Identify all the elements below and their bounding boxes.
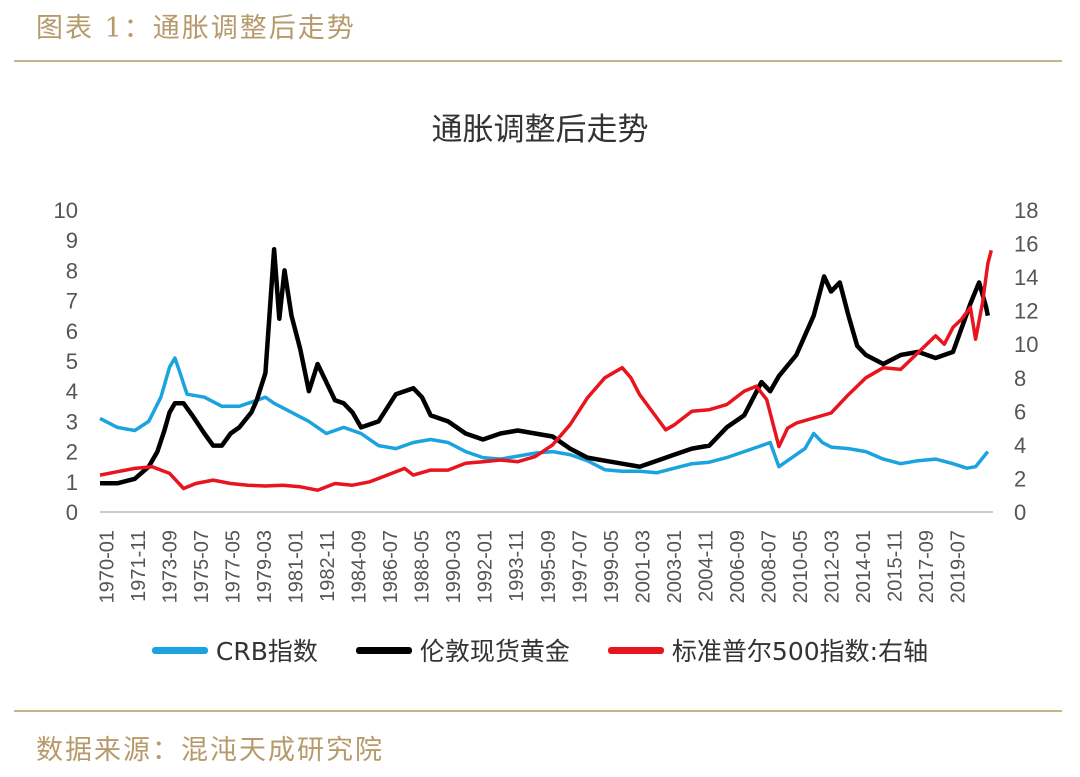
right-tick-label: 16: [1014, 232, 1038, 257]
bottom-divider: [14, 710, 1062, 712]
x-tick-label: 1988-05: [412, 530, 434, 603]
legend-swatch-sp500: [607, 646, 664, 654]
x-tick-label: 1981-01: [285, 530, 307, 603]
x-tick-label: 2004-11: [695, 530, 717, 602]
left-tick-label: 3: [66, 409, 78, 434]
x-tick-label: 1971-11: [128, 530, 150, 602]
x-tick-label: 1995-09: [538, 530, 560, 603]
x-tick-label: 2003-01: [664, 530, 686, 603]
right-tick-label: 18: [1014, 198, 1038, 223]
x-tick-label: 2017-09: [916, 530, 938, 603]
source-note: 数据来源：混沌天成研究院: [36, 735, 384, 766]
left-axis-ticks: 0 1 2 3 4 5 6 7 8 9 10: [54, 198, 78, 525]
x-tick-label: 1973-09: [159, 530, 181, 603]
x-tick-label: 2012-03: [822, 530, 844, 603]
x-tick-label: 1970-01: [96, 530, 118, 603]
left-tick-label: 9: [66, 228, 78, 253]
left-tick-label: 1: [66, 470, 78, 495]
x-tick-label: 1977-05: [222, 530, 244, 603]
legend-item-gold: 伦敦现货黄金: [355, 632, 570, 668]
right-tick-label: 0: [1014, 500, 1026, 525]
top-divider: [14, 60, 1062, 62]
right-axis-ticks: 0 2 4 6 8 10 12 14 16 18: [1014, 198, 1038, 525]
legend-label-sp500: 标准普尔500指数:右轴: [671, 637, 929, 666]
x-tick-label: 1982-11: [317, 530, 339, 602]
left-tick-label: 2: [66, 440, 78, 465]
legend-label-crb: CRB指数: [215, 637, 318, 666]
x-tick-label: 2019-07: [948, 530, 970, 603]
x-tick-label: 1999-05: [601, 530, 623, 603]
x-tick-label: 2001-03: [632, 530, 654, 603]
legend-label-gold: 伦敦现货黄金: [419, 637, 570, 666]
right-tick-label: 4: [1014, 433, 1026, 458]
right-tick-label: 8: [1014, 366, 1026, 391]
left-tick-label: 0: [66, 500, 78, 525]
series-lines: [99, 247, 993, 492]
x-tick-label: 1992-01: [475, 530, 497, 603]
x-tick-label: 1979-03: [254, 530, 276, 603]
x-tick-label: 2014-01: [853, 530, 875, 603]
x-tick-label: 2008-07: [759, 530, 781, 603]
x-tick-label: 2006-09: [727, 530, 749, 603]
series-line-0: [99, 356, 990, 475]
left-tick-label: 6: [66, 319, 78, 344]
x-tick-label: 1975-07: [191, 530, 213, 603]
legend-swatch-gold: [355, 646, 412, 654]
x-tick-label: 2010-05: [790, 530, 812, 603]
right-tick-label: 2: [1014, 466, 1026, 491]
legend: CRB指数 伦敦现货黄金 标准普尔500指数:右轴: [0, 632, 1080, 668]
legend-item-sp500: 标准普尔500指数:右轴: [607, 632, 929, 668]
right-tick-label: 6: [1014, 399, 1026, 424]
right-tick-label: 10: [1014, 332, 1038, 357]
series-line-1: [100, 247, 991, 486]
x-tick-label: 1986-07: [380, 530, 402, 603]
x-tick-label: 1997-07: [569, 530, 591, 603]
legend-item-crb: CRB指数: [151, 632, 318, 668]
legend-swatch-crb: [151, 646, 208, 654]
x-tick-label: 1984-09: [349, 530, 371, 603]
figure-title: 图表 1：通胀调整后走势: [36, 13, 356, 44]
left-tick-label: 4: [66, 379, 78, 404]
x-tick-label: 2015-11: [885, 530, 907, 602]
chart-title: 通胀调整后走势: [432, 112, 649, 148]
right-tick-label: 12: [1014, 299, 1038, 324]
series-line-2: [99, 249, 993, 492]
x-tick-label: 1993-11: [506, 530, 528, 602]
left-tick-label: 8: [66, 258, 78, 283]
left-tick-label: 5: [66, 349, 78, 374]
left-tick-label: 10: [54, 198, 78, 223]
x-axis-ticks: 1970-01 1971-11 1973-09 1975-07 1977-05 1979-…: [96, 530, 969, 603]
right-tick-label: 14: [1014, 265, 1038, 290]
left-tick-label: 7: [66, 289, 78, 314]
x-tick-label: 1990-03: [443, 530, 465, 603]
